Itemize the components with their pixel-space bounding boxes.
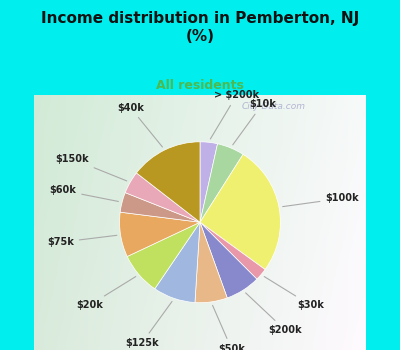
Text: > $200k: > $200k <box>210 90 259 139</box>
Text: $40k: $40k <box>117 103 162 147</box>
Text: All residents: All residents <box>156 79 244 92</box>
Wedge shape <box>136 142 200 222</box>
Wedge shape <box>200 142 218 222</box>
Wedge shape <box>195 222 227 303</box>
Text: $100k: $100k <box>283 193 359 206</box>
Wedge shape <box>200 222 265 279</box>
Text: $60k: $60k <box>49 186 118 202</box>
Wedge shape <box>200 154 280 270</box>
Text: City-Data.com: City-Data.com <box>242 102 306 111</box>
Text: $75k: $75k <box>47 235 117 247</box>
Wedge shape <box>120 193 200 222</box>
Text: $20k: $20k <box>76 276 136 310</box>
Text: $200k: $200k <box>246 293 302 335</box>
Text: $125k: $125k <box>125 301 172 348</box>
Wedge shape <box>120 212 200 257</box>
Text: $30k: $30k <box>264 276 324 310</box>
Wedge shape <box>200 222 257 298</box>
Text: $150k: $150k <box>56 154 127 181</box>
Text: $10k: $10k <box>233 99 276 145</box>
Wedge shape <box>155 222 200 302</box>
Wedge shape <box>127 222 200 289</box>
Wedge shape <box>125 173 200 222</box>
Text: $50k: $50k <box>212 305 245 350</box>
Text: Income distribution in Pemberton, NJ
(%): Income distribution in Pemberton, NJ (%) <box>41 10 359 44</box>
Wedge shape <box>200 144 243 222</box>
